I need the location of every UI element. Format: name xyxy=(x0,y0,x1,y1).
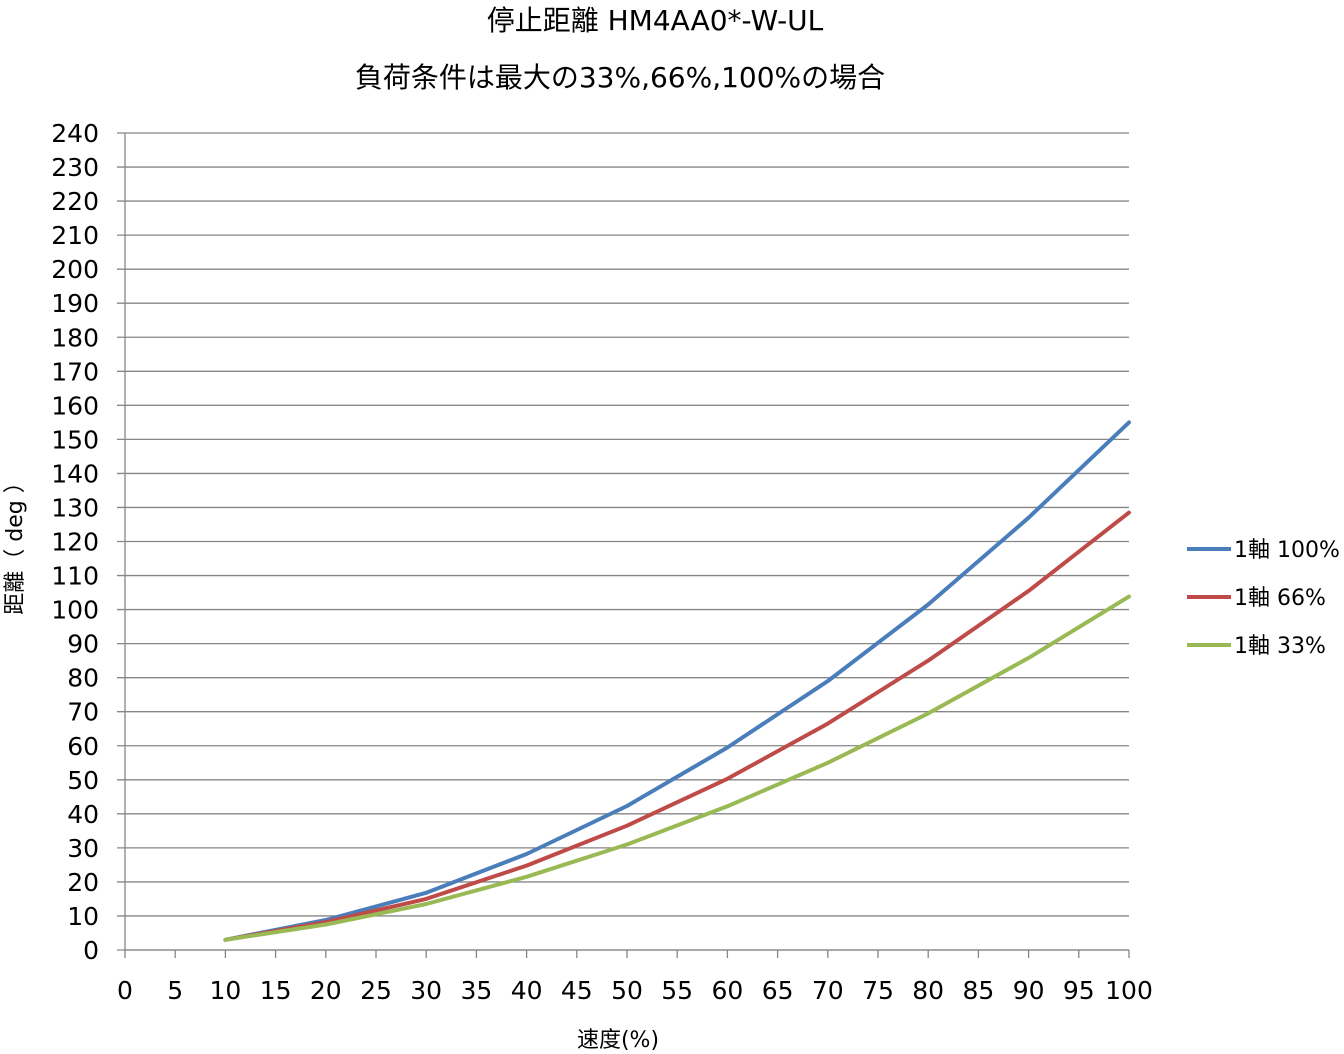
x-tick-label: 80 xyxy=(912,976,944,1005)
x-tick-label: 45 xyxy=(561,976,593,1005)
y-tick-label: 120 xyxy=(51,528,99,557)
y-tick-label: 0 xyxy=(83,936,99,965)
y-tick-label: 80 xyxy=(67,664,99,693)
y-tick-label: 70 xyxy=(67,698,99,727)
y-tick-label: 40 xyxy=(67,800,99,829)
y-tick-label: 50 xyxy=(67,766,99,795)
legend-label: 1軸 100% xyxy=(1234,538,1340,563)
x-axis-label: 速度(%) xyxy=(577,1028,659,1053)
series-line-1 xyxy=(223,420,1131,942)
y-tick-label: 210 xyxy=(51,221,99,250)
y-tick-label: 90 xyxy=(67,630,99,659)
x-tick-label: 90 xyxy=(1013,976,1045,1005)
x-tick-label: 30 xyxy=(410,976,442,1005)
x-axis-tick-labels: 0 5 10 15 20 25 30 35 40 45 50 55 60 65 70 75 80 85 90 95 10… xyxy=(117,976,1153,1005)
y-tick-label: 180 xyxy=(51,323,99,352)
legend: 1軸 100% 1軸 66% 1軸 33% xyxy=(1187,538,1340,659)
y-tick-label: 110 xyxy=(51,562,99,591)
y-axis-label: 距離（ deg ） xyxy=(3,471,28,614)
x-tick-label: 75 xyxy=(862,976,894,1005)
x-tick-label: 35 xyxy=(460,976,492,1005)
y-tick-label: 130 xyxy=(51,493,99,522)
chart-subtitle: 負荷条件は最大の33%,66%,100%の場合 xyxy=(355,61,885,94)
series-lines xyxy=(223,420,1131,942)
y-tick-label: 30 xyxy=(67,834,99,863)
y-tick-label: 140 xyxy=(51,459,99,488)
series-line-2 xyxy=(223,510,1131,942)
y-tick-label: 10 xyxy=(67,902,99,931)
x-tick-label: 5 xyxy=(167,976,183,1005)
series-line-3 xyxy=(223,594,1131,942)
y-tick-label: 190 xyxy=(51,289,99,318)
y-tick-label: 20 xyxy=(67,868,99,897)
x-tick-label: 85 xyxy=(962,976,994,1005)
axes xyxy=(124,133,1130,958)
x-tick-label: 40 xyxy=(511,976,543,1005)
y-tick-label: 160 xyxy=(51,391,99,420)
legend-label: 1軸 66% xyxy=(1234,586,1326,611)
x-tick-label: 10 xyxy=(209,976,241,1005)
y-tick-label: 220 xyxy=(51,187,99,216)
y-tick-label: 240 xyxy=(51,119,99,148)
x-tick-label: 20 xyxy=(310,976,342,1005)
x-tick-label: 100 xyxy=(1105,976,1153,1005)
y-tick-label: 100 xyxy=(51,596,99,625)
y-tick-label: 200 xyxy=(51,255,99,284)
x-tick-label: 60 xyxy=(711,976,743,1005)
gridlines xyxy=(117,132,1129,951)
x-tick-label: 65 xyxy=(762,976,794,1005)
x-tick-label: 50 xyxy=(611,976,643,1005)
x-tick-label: 55 xyxy=(661,976,693,1005)
legend-label: 1軸 33% xyxy=(1234,634,1326,659)
chart-title: 停止距離 HM4AA0*-W-UL xyxy=(487,4,824,37)
x-tick-label: 15 xyxy=(260,976,292,1005)
x-tick-label: 95 xyxy=(1063,976,1095,1005)
x-tick-label: 70 xyxy=(812,976,844,1005)
y-axis-tick-labels: 0 10 20 30 40 50 60 70 80 90 100 110 120 130 140 150 160… xyxy=(51,119,99,965)
y-tick-label: 230 xyxy=(51,153,99,182)
x-tick-label: 0 xyxy=(117,976,133,1005)
x-tick-label: 25 xyxy=(360,976,392,1005)
y-tick-label: 150 xyxy=(51,425,99,454)
y-tick-label: 60 xyxy=(67,732,99,761)
y-tick-label: 170 xyxy=(51,357,99,386)
